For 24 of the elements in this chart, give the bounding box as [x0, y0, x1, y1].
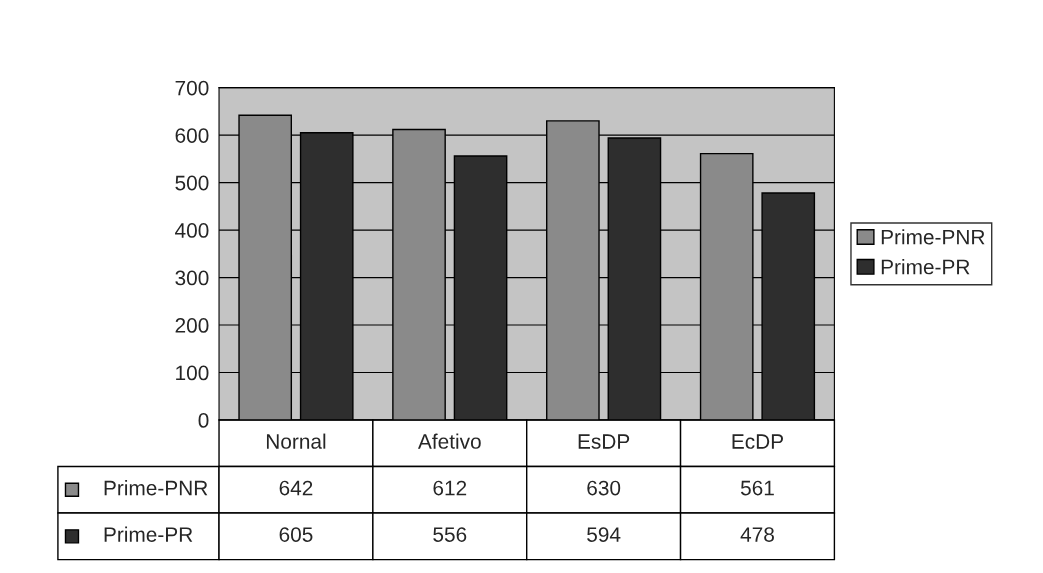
y-tick-label: 500 — [175, 175, 209, 191]
data-label: 605 — [279, 527, 313, 542]
text: Prime-PNR — [881, 229, 985, 245]
legend-label: Prime-PR — [881, 259, 970, 275]
y-tick-label: 300 — [175, 270, 209, 286]
y-tick-label: 400 — [175, 223, 209, 238]
y-tick-label: 700 — [175, 80, 209, 96]
x-tick-label: EsDP — [578, 434, 630, 449]
x-tick-label: Nornal — [266, 433, 326, 449]
x-tick-label: EcDP — [732, 434, 783, 449]
data-label: 556 — [433, 527, 467, 542]
text: Prime-PR — [104, 526, 193, 542]
y-tick-label: 200 — [175, 318, 209, 333]
data-label: 642 — [279, 480, 313, 496]
y-tick-label: 600 — [175, 128, 209, 143]
y-tick-label: 0 — [198, 413, 209, 428]
data-label: 612 — [433, 480, 467, 496]
data-label: 478 — [740, 527, 774, 542]
data-label: 594 — [587, 527, 621, 542]
y-tick-label: 100 — [176, 365, 209, 381]
data-label: 561 — [740, 480, 774, 496]
x-tick-label: Afetivo — [417, 433, 481, 449]
legend-label: Prime-PNR — [104, 480, 208, 496]
data-label: 630 — [587, 480, 621, 496]
